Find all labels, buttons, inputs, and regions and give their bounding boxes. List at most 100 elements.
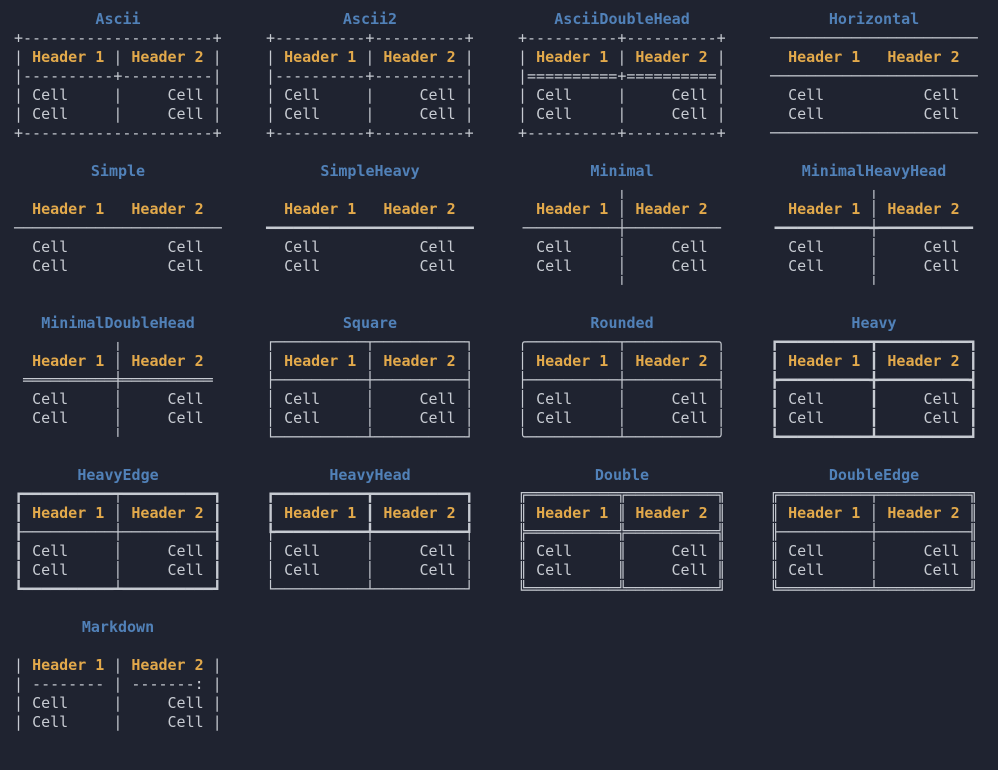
table-border-chars: │	[572, 390, 672, 408]
cell-text: Cell	[167, 390, 204, 408]
table-line	[14, 732, 222, 751]
table-block-double: Double ╔══════════╦══════════╗ ║ Header 1 …	[518, 466, 726, 618]
table-border-chars: ║	[518, 504, 537, 522]
table-line: ╚══════════╩══════════╝	[518, 580, 726, 599]
table-border-chars	[204, 390, 222, 408]
table-border-chars: ══════════╪══════════	[14, 371, 222, 389]
table-line: | Cell | Cell |	[518, 105, 726, 124]
table-line: Cell │ Cell	[518, 257, 726, 276]
header-cell-text: Header 2	[635, 352, 708, 370]
table-border-chars: ┃	[860, 352, 888, 370]
table-style-title: HeavyEdge	[77, 466, 159, 484]
cell-text: Cell	[923, 86, 960, 104]
table-border-chars: ───────────────────────	[770, 67, 978, 85]
table-border-chars: ┃	[203, 504, 222, 522]
table-line: Cell │ Cell	[770, 257, 978, 276]
cell-text: Cell	[284, 390, 321, 408]
table-border-chars: |	[203, 656, 222, 674]
table-border-chars: +---------------------+	[14, 124, 222, 142]
table-border-chars: ┃	[14, 504, 33, 522]
table-border-chars: ┣━━━━━━━━━━╋━━━━━━━━━━┫	[770, 371, 978, 389]
cell-text: Cell	[923, 390, 960, 408]
table-border-chars	[266, 257, 284, 275]
table-border-chars: |	[14, 105, 33, 123]
table-block-minimal: Minimal ╷ Header 1 │ Header 2 ╶─────────…	[518, 162, 726, 314]
table-border-chars: ┃	[356, 504, 384, 522]
header-cell-text: Header 1	[284, 200, 357, 218]
table-border-chars: │	[104, 352, 132, 370]
table-line: | Cell | Cell |	[14, 86, 222, 105]
table-border-chars: │	[707, 409, 726, 427]
table-border-chars	[204, 352, 222, 370]
table-line: ║ Cell ║ Cell ║	[518, 542, 726, 561]
table-border-chars: ╷	[770, 181, 978, 199]
table-line: ╔══════════╤══════════╗	[770, 485, 978, 504]
table-ascii-art: ┏━━━━━━━━━━┯━━━━━━━━━━┓ ┃ Header 1 │ Head…	[14, 485, 222, 599]
table-border-chars: +---------------------+	[14, 29, 222, 47]
table-ascii-art: | Header 1 | Header 2 | | -------- | ----…	[14, 637, 222, 751]
table-line: ╷	[14, 333, 222, 352]
table-border-chars: ┃	[14, 561, 33, 579]
table-border-chars: ║	[572, 542, 672, 560]
cell-text: Cell	[671, 86, 708, 104]
table-line: ══════════╪══════════	[14, 371, 222, 390]
cell-text: Cell	[167, 238, 204, 256]
cell-text: Cell	[536, 86, 573, 104]
table-block-ascii: Ascii +---------------------+ | Header 1 |…	[14, 10, 222, 162]
table-border-chars	[770, 238, 788, 256]
table-line: ╵	[518, 276, 726, 295]
table-border-chars: |	[356, 48, 384, 66]
table-line: │ Header 1 │ Header 2 │	[266, 352, 474, 371]
table-border-chars: └──────────┴──────────┘	[266, 428, 474, 446]
table-border-chars: ╟──────────┼──────────╢	[770, 523, 978, 541]
table-line: +----------+----------+	[518, 29, 726, 48]
table-ascii-art: ╔══════════╤══════════╗ ║ Header 1 │ Head…	[770, 485, 978, 599]
table-border-chars: |	[518, 105, 537, 123]
cell-text: Cell	[536, 105, 573, 123]
table-line: Cell Cell	[770, 86, 978, 105]
table-border-chars	[824, 105, 923, 123]
cell-text: Cell	[419, 390, 456, 408]
table-block-ascii2: Ascii2 +----------+----------+ | Header 1 …	[266, 10, 474, 162]
table-border-chars	[14, 257, 32, 275]
header-cell-text: Header 2	[131, 200, 204, 218]
table-line	[14, 637, 222, 656]
table-line: | Cell | Cell |	[14, 694, 222, 713]
table-border-chars	[708, 257, 726, 275]
table-line: ║ Cell │ Cell ║	[770, 542, 978, 561]
table-line: ├──────────┼──────────┤	[518, 371, 726, 390]
cell-text: Cell	[536, 561, 573, 579]
table-ascii-art: ─────────────────────── Header 1 Header …	[770, 29, 978, 143]
cell-text: Cell	[284, 561, 321, 579]
table-border-chars	[204, 200, 222, 218]
table-ascii-art: +---------------------+ | Header 1 | Head…	[14, 29, 222, 143]
table-border-chars: │	[68, 390, 168, 408]
table-border-chars: ┏━━━━━━━━━━┳━━━━━━━━━━┓	[266, 485, 474, 503]
table-border-chars	[204, 238, 222, 256]
table-border-chars: |	[68, 694, 168, 712]
table-border-chars	[320, 238, 419, 256]
cell-text: Cell	[536, 390, 573, 408]
cell-text: Cell	[923, 561, 960, 579]
table-border-chars: │	[455, 352, 474, 370]
table-border-chars: |	[104, 656, 132, 674]
header-cell-text: Header 1	[284, 352, 357, 370]
cell-text: Cell	[32, 409, 69, 427]
header-cell-text: Header 2	[635, 504, 708, 522]
table-border-chars: |	[203, 694, 222, 712]
table-line: Header 1 │ Header 2	[14, 352, 222, 371]
table-border-chars	[960, 105, 978, 123]
table-line: Cell Cell	[266, 238, 474, 257]
table-border-chars	[14, 200, 32, 218]
table-line	[14, 181, 222, 200]
table-border-chars: │	[455, 542, 474, 560]
table-border-chars: ║	[707, 504, 726, 522]
table-border-chars: ┠──────────┼──────────┨	[14, 523, 222, 541]
table-border-chars	[14, 238, 32, 256]
table-border-chars	[960, 48, 978, 66]
table-line: ║ Cell │ Cell ║	[770, 561, 978, 580]
table-border-chars	[770, 200, 788, 218]
table-border-chars: |	[14, 86, 33, 104]
table-border-chars: ╷	[14, 333, 222, 351]
cell-text: Cell	[923, 257, 960, 275]
